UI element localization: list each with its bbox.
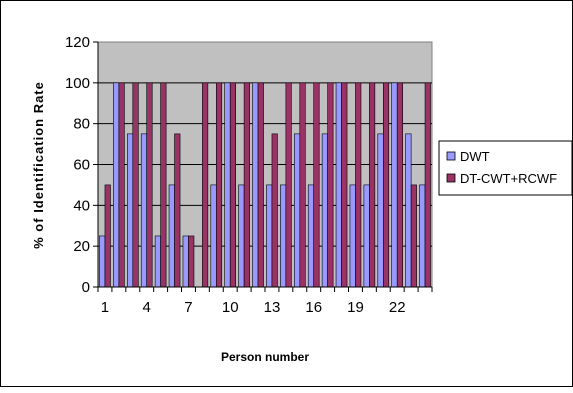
bar-dwt-22 [391, 82, 398, 288]
bar-dwt-10 [224, 82, 231, 288]
bar-dwt-15 [293, 133, 301, 288]
bar-dwt-20 [363, 184, 370, 288]
bar-dwt-4 [140, 133, 148, 288]
bar-dwt-19 [349, 184, 356, 288]
bar-dtcwt-16 [313, 82, 320, 288]
y-axis: 0 20 40 60 80 100 120 [65, 34, 99, 296]
bar-dwt-12 [252, 82, 259, 288]
y-tick-label: 120 [65, 34, 90, 51]
bar-dtcwt-22 [396, 82, 404, 288]
bar-dwt-5 [154, 235, 161, 288]
bar-dwt-6 [168, 184, 175, 288]
bar-dtcwt-19 [355, 82, 362, 288]
bar-dtcwt-4 [146, 82, 153, 288]
bar-dwt-24 [419, 184, 426, 288]
bar-dwt-23 [405, 133, 412, 288]
x-tick-label: 13 [264, 299, 281, 316]
bar-dtcwt-13 [271, 133, 278, 288]
bar-dwt-13 [266, 184, 273, 288]
x-axis-label: Person number [221, 350, 309, 364]
bar-dwt-2 [113, 82, 120, 288]
bar-dwt-11 [238, 184, 245, 288]
x-tick-label: 22 [389, 299, 406, 316]
bars [99, 82, 431, 288]
bar-dtcwt-7 [188, 235, 195, 288]
x-tick-label: 4 [143, 299, 151, 316]
bar-dwt-21 [377, 133, 384, 288]
bar-dwt-1 [99, 235, 106, 288]
x-tick-label: 7 [184, 299, 192, 316]
legend-label-dtcwt: DT-CWT+RCWF [460, 171, 557, 186]
y-tick-label: 0 [82, 279, 90, 296]
bar-dtcwt-1 [104, 184, 111, 288]
x-tick-label: 1 [101, 299, 109, 316]
bar-dtcwt-18 [341, 82, 348, 288]
x-tick-label: 10 [222, 299, 239, 316]
bar-dtcwt-23 [410, 184, 417, 288]
bar-dtcwt-14 [285, 82, 292, 288]
x-tick-label: 19 [347, 299, 364, 316]
bar-dtcwt-20 [369, 82, 376, 288]
x-axis: 1 4 7 10 13 16 19 22 [97, 286, 433, 316]
bar-dtcwt-2 [118, 82, 125, 288]
bar-dtcwt-12 [257, 82, 264, 288]
bar-dtcwt-17 [327, 82, 334, 288]
bar-dtcwt-10 [229, 82, 237, 288]
y-tick-label: 20 [73, 238, 90, 255]
y-tick-label: 100 [65, 75, 90, 92]
bar-dtcwt-11 [243, 82, 250, 288]
bar-dwt-3 [126, 133, 134, 288]
x-tick-label: 16 [305, 299, 322, 316]
bar-dtcwt-8 [202, 82, 209, 288]
legend-label-dwt: DWT [460, 149, 490, 164]
bar-dtcwt-15 [299, 82, 306, 288]
bar-dwt-9 [210, 184, 217, 288]
bar-dwt-18 [335, 82, 342, 288]
legend-box [438, 140, 573, 196]
y-tick-label: 40 [73, 197, 90, 214]
bar-dtcwt-3 [132, 82, 139, 288]
bar-dwt-16 [307, 184, 315, 288]
bar-dtcwt-9 [215, 82, 223, 288]
bar-dwt-14 [280, 184, 287, 288]
legend: DWT DT-CWT+RCWF [438, 140, 573, 196]
bar-dwt-17 [321, 133, 328, 288]
bar-dtcwt-5 [160, 82, 167, 288]
y-axis-label: % of Identification Rate [31, 81, 46, 249]
bar-dtcwt-6 [174, 133, 181, 288]
bar-dtcwt-21 [382, 82, 390, 288]
y-tick-label: 80 [73, 116, 90, 133]
legend-swatch-dwt [446, 151, 456, 161]
bar-dtcwt-24 [424, 82, 431, 288]
bar-dwt-7 [182, 235, 189, 288]
y-tick-label: 60 [73, 157, 90, 174]
legend-swatch-dtcwt [446, 173, 456, 183]
gridlines [98, 82, 432, 247]
